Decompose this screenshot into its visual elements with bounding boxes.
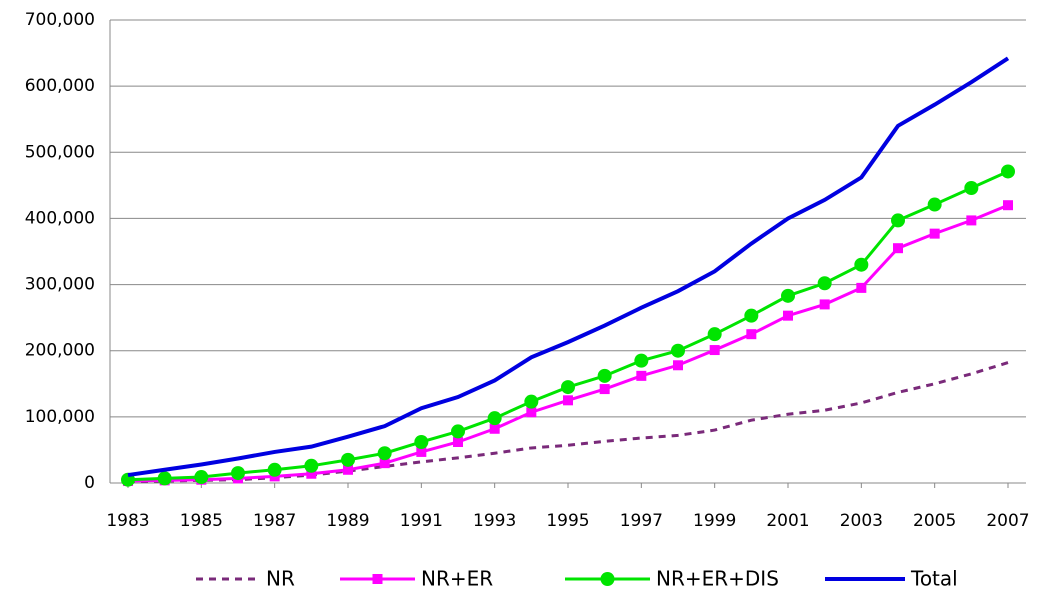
marker <box>671 343 685 358</box>
y-tick-label: 100,000 <box>25 407 95 427</box>
marker <box>746 329 757 340</box>
marker <box>597 368 612 383</box>
marker <box>927 197 942 212</box>
x-tick-label: 1999 <box>693 511 736 531</box>
legend-label: NR+ER+DIS <box>656 567 779 591</box>
marker <box>1001 164 1015 179</box>
y-tick-label: 0 <box>84 473 95 493</box>
x-tick-label: 2001 <box>766 511 809 531</box>
marker <box>451 424 465 439</box>
marker <box>781 288 795 303</box>
x-tick-label: 1995 <box>546 511 589 531</box>
marker <box>194 470 209 485</box>
x-tick-label: 1987 <box>253 511 296 531</box>
x-tick-label: 1983 <box>106 511 149 531</box>
marker <box>891 213 905 228</box>
y-tick-label: 700,000 <box>25 10 95 30</box>
marker <box>453 436 463 447</box>
marker <box>964 181 979 196</box>
legend-label: Total <box>910 567 958 591</box>
marker <box>599 384 610 395</box>
x-tick-label: 2007 <box>986 511 1029 531</box>
marker <box>783 310 793 321</box>
marker <box>343 464 353 475</box>
marker <box>157 471 172 486</box>
marker <box>231 466 245 481</box>
marker <box>416 446 427 457</box>
marker <box>929 228 940 239</box>
marker <box>966 215 977 226</box>
marker <box>267 462 282 477</box>
marker <box>893 243 903 254</box>
marker <box>526 407 537 418</box>
marker <box>379 458 390 469</box>
marker <box>817 276 832 291</box>
y-tick-label: 600,000 <box>25 76 95 96</box>
marker <box>524 394 539 409</box>
marker <box>561 380 575 395</box>
marker <box>744 308 759 323</box>
marker <box>563 395 573 406</box>
marker <box>341 452 355 467</box>
x-tick-label: 1985 <box>180 511 223 531</box>
x-tick-label: 1991 <box>400 511 443 531</box>
marker <box>414 434 429 449</box>
marker <box>489 423 500 434</box>
x-tick-label: 1997 <box>620 511 663 531</box>
y-tick-label: 500,000 <box>25 142 95 162</box>
y-tick-label: 200,000 <box>25 341 95 361</box>
marker <box>600 572 615 586</box>
legend-label: NR <box>266 567 295 591</box>
marker <box>854 257 869 272</box>
marker <box>856 282 867 293</box>
marker <box>372 574 383 584</box>
y-tick-label: 400,000 <box>25 208 95 228</box>
series-line <box>127 170 1009 482</box>
marker <box>636 370 647 381</box>
marker <box>377 446 392 461</box>
x-tick-label: 2005 <box>913 511 956 531</box>
series-line <box>127 56 1010 478</box>
x-tick-label: 1993 <box>473 511 516 531</box>
x-tick-label: 2003 <box>840 511 883 531</box>
marker <box>306 468 317 479</box>
marker <box>487 411 502 426</box>
marker <box>819 299 830 310</box>
marker <box>709 345 720 356</box>
legend-label: NR+ER <box>421 567 493 591</box>
marker <box>634 353 649 368</box>
marker <box>673 360 683 371</box>
marker <box>707 327 722 342</box>
marker <box>304 458 319 473</box>
y-tick-label: 300,000 <box>25 275 95 295</box>
x-tick-label: 1989 <box>326 511 369 531</box>
marker <box>1003 200 1013 211</box>
